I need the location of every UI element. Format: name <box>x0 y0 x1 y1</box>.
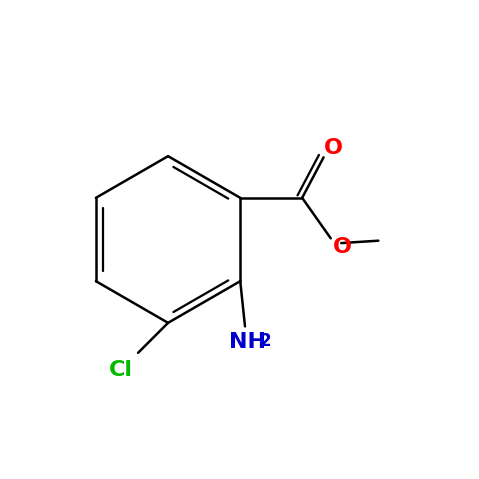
Text: NH: NH <box>229 331 266 352</box>
Text: Cl: Cl <box>108 361 133 380</box>
Text: O: O <box>324 138 342 158</box>
Text: 2: 2 <box>259 331 271 350</box>
Text: O: O <box>333 237 352 257</box>
